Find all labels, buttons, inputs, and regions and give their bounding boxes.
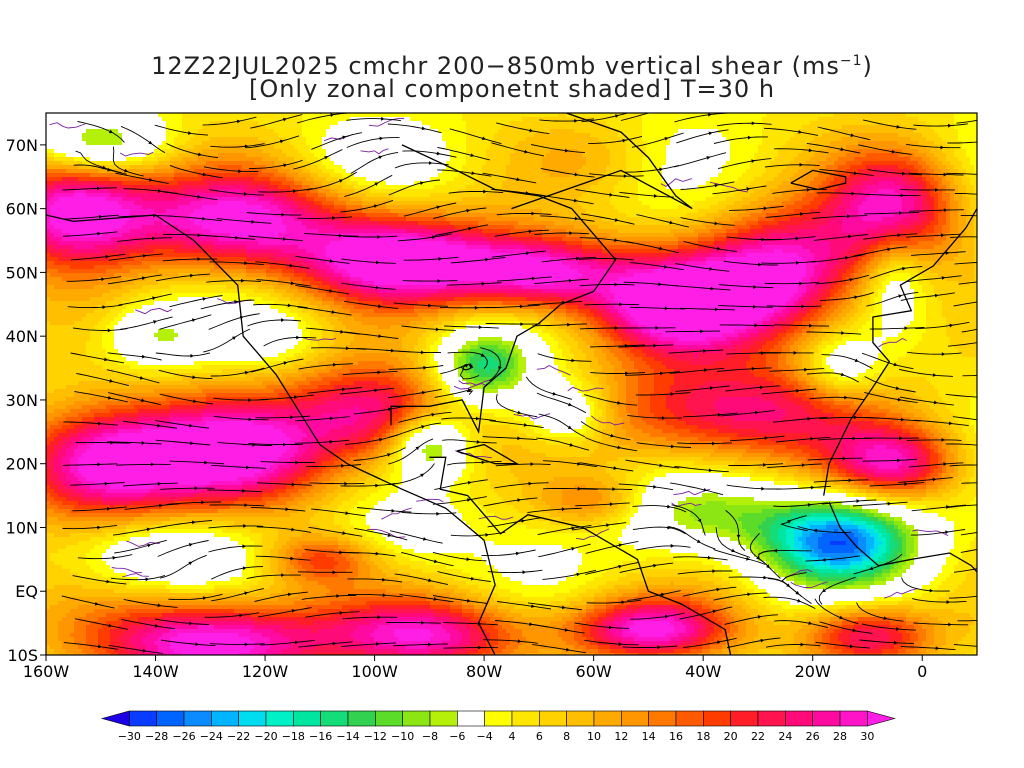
colorbar-label: 16 xyxy=(669,730,683,743)
lon-tick-label: 100W xyxy=(351,662,398,681)
colorbar-label: −22 xyxy=(227,730,250,743)
colorbar-swatch xyxy=(403,711,430,726)
colorbar-label: 28 xyxy=(833,730,847,743)
lat-tick-label: 50N xyxy=(6,263,38,282)
colorbar-swatch xyxy=(375,711,402,726)
colorbar-label: −26 xyxy=(172,730,195,743)
colorbar-label: 4 xyxy=(509,730,516,743)
colorbar-swatch xyxy=(621,711,648,726)
colorbar-swatch xyxy=(512,711,539,726)
colorbar-swatch xyxy=(867,711,894,726)
lat-tick-label: EQ xyxy=(15,582,38,601)
colorbar-swatch xyxy=(840,711,867,726)
colorbar-swatch xyxy=(594,711,621,726)
colorbar-label: 8 xyxy=(563,730,570,743)
colorbar-label: 24 xyxy=(778,730,792,743)
colorbar-label: −30 xyxy=(118,730,141,743)
colorbar-swatch xyxy=(293,711,320,726)
colorbar-swatch xyxy=(457,711,484,726)
colorbar-label: −8 xyxy=(422,730,438,743)
colorbar-swatch xyxy=(184,711,211,726)
colorbar-swatch xyxy=(485,711,512,726)
lon-tick-label: 120W xyxy=(242,662,289,681)
colorbar-label: −20 xyxy=(254,730,277,743)
colorbar-swatch xyxy=(129,711,156,726)
colorbar-label: −16 xyxy=(309,730,332,743)
colorbar: −30 −28 −26 −24 −22 −20 −18 −16 −14 −12 −10 −8 −6 −4 4… xyxy=(102,711,895,743)
colorbar-swatch xyxy=(758,711,785,726)
colorbar-swatch xyxy=(348,711,375,726)
colorbar-swatch xyxy=(321,711,348,726)
colorbar-label: −12 xyxy=(364,730,387,743)
colorbar-label: 10 xyxy=(587,730,601,743)
colorbar-label: 14 xyxy=(642,730,656,743)
colorbar-label: −10 xyxy=(391,730,414,743)
colorbar-label: 26 xyxy=(806,730,820,743)
lat-tick-label: 40N xyxy=(6,327,38,346)
map-plot-area xyxy=(19,107,1017,658)
colorbar-label: −6 xyxy=(449,730,465,743)
colorbar-label: −14 xyxy=(336,730,359,743)
colorbar-label: 6 xyxy=(536,730,543,743)
colorbar-label: −28 xyxy=(145,730,168,743)
lat-tick-label: 60N xyxy=(6,200,38,219)
lon-tick-label: 40W xyxy=(685,662,721,681)
colorbar-label: 20 xyxy=(724,730,738,743)
colorbar-label: 18 xyxy=(696,730,710,743)
colorbar-swatch xyxy=(102,711,129,726)
colorbar-swatch xyxy=(239,711,266,726)
colorbar-label: −4 xyxy=(477,730,493,743)
lon-tick-label: 20W xyxy=(795,662,831,681)
lon-tick-label: 60W xyxy=(576,662,612,681)
colorbar-swatch xyxy=(157,711,184,726)
colorbar-swatch xyxy=(266,711,293,726)
colorbar-swatch xyxy=(211,711,238,726)
lon-tick-label: 80W xyxy=(466,662,502,681)
colorbar-swatch xyxy=(703,711,730,726)
lon-tick-label: 0 xyxy=(917,662,927,681)
colorbar-swatch xyxy=(539,711,566,726)
colorbar-swatch xyxy=(785,711,812,726)
colorbar-label: 12 xyxy=(614,730,628,743)
lat-tick-label: 70N xyxy=(6,136,38,155)
colorbar-label: −18 xyxy=(282,730,305,743)
lat-tick-label: 10N xyxy=(6,518,38,537)
colorbar-label: −24 xyxy=(200,730,223,743)
lon-tick-label: 140W xyxy=(132,662,179,681)
colorbar-swatch xyxy=(567,711,594,726)
lat-tick-label: 10S xyxy=(7,646,38,665)
lat-tick-label: 30N xyxy=(6,391,38,410)
lat-tick-label: 20N xyxy=(6,455,38,474)
colorbar-swatch xyxy=(676,711,703,726)
colorbar-label: 22 xyxy=(751,730,765,743)
colorbar-swatch xyxy=(649,711,676,726)
colorbar-label: 30 xyxy=(860,730,874,743)
colorbar-swatch xyxy=(731,711,758,726)
colorbar-swatch xyxy=(430,711,457,726)
colorbar-swatch xyxy=(813,711,840,726)
